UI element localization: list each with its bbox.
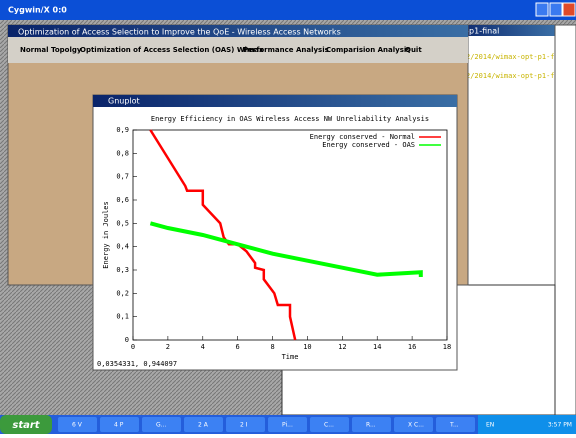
y-tick-label: 0,6: [116, 196, 129, 204]
legend-label: Energy conserved - Normal: [310, 133, 415, 141]
task-label: G...: [156, 422, 166, 429]
y-axis-label: Energy in Joules: [102, 201, 110, 268]
side-window: [555, 25, 576, 415]
task-label: 2 A: [198, 422, 209, 429]
task-label: C...: [324, 422, 334, 429]
page: {"window": {"title": "Cygwin/X 0:0"}, "a…: [0, 0, 576, 434]
x-tick-label: 0: [131, 343, 135, 351]
gnuplot-status: 0,0354331, 0,944097: [97, 360, 177, 368]
desktop: Cygwin/X 0:0 t-p1-final 2/2014/wimax-opt…: [0, 0, 576, 434]
x-tick-label: 14: [373, 343, 381, 351]
task-label: 2 I: [240, 422, 248, 429]
y-tick-label: 0,1: [116, 313, 129, 321]
x-tick-label: 2: [166, 343, 170, 351]
task-label: Pi...: [282, 422, 293, 429]
language: EN: [486, 422, 494, 429]
x-tick-label: 6: [236, 343, 240, 351]
x-axis-label: Time: [282, 353, 299, 361]
y-tick-label: 0,5: [116, 219, 129, 227]
close-button[interactable]: [563, 3, 575, 16]
x-tick-label: 12: [338, 343, 346, 351]
x-tick-label: 16: [408, 343, 416, 351]
y-tick-label: 0,4: [116, 243, 129, 251]
menu-item[interactable]: Normal Topolgy: [20, 46, 82, 54]
task-label: 4 P: [114, 422, 124, 429]
start-label: start: [12, 420, 40, 431]
y-tick-label: 0,7: [116, 173, 129, 181]
menu-item[interactable]: Performance Analysis: [243, 46, 329, 54]
task-label: 6 V: [72, 422, 83, 429]
x-tick-label: 4: [201, 343, 205, 351]
title-bar: [0, 0, 576, 20]
y-tick-label: 0,8: [116, 149, 129, 157]
x-tick-label: 8: [270, 343, 274, 351]
legend-label: Energy conserved - OAS: [322, 141, 415, 149]
x-tick-label: 18: [443, 343, 451, 351]
app-title: Optimization of Access Selection to Impr…: [18, 28, 341, 37]
menu-item[interactable]: Optimization of Access Selection (OAS) W…: [80, 46, 264, 54]
x-tick-label: 10: [303, 343, 311, 351]
y-tick-label: 0: [125, 336, 129, 344]
gnuplot-title: Gnuplot: [108, 97, 140, 106]
menu-item[interactable]: Comparision Analysis: [326, 46, 410, 54]
y-tick-label: 0,2: [116, 289, 129, 297]
chart-title: Energy Efficiency in OAS Wireless Access…: [151, 115, 429, 123]
task-label: R...: [366, 422, 376, 429]
minimize-button[interactable]: [536, 3, 548, 16]
y-tick-label: 0,3: [116, 266, 129, 274]
y-tick-label: 0,9: [116, 126, 129, 134]
window-title: Cygwin/X 0:0: [8, 6, 67, 15]
task-label: X C...: [408, 422, 424, 429]
task-label: T...: [449, 422, 459, 429]
gnuplot-title-bar: [93, 95, 457, 107]
menu-item[interactable]: Quit: [405, 46, 422, 54]
maximize-button[interactable]: [550, 3, 562, 16]
clock: 3:57 PM: [548, 422, 572, 429]
